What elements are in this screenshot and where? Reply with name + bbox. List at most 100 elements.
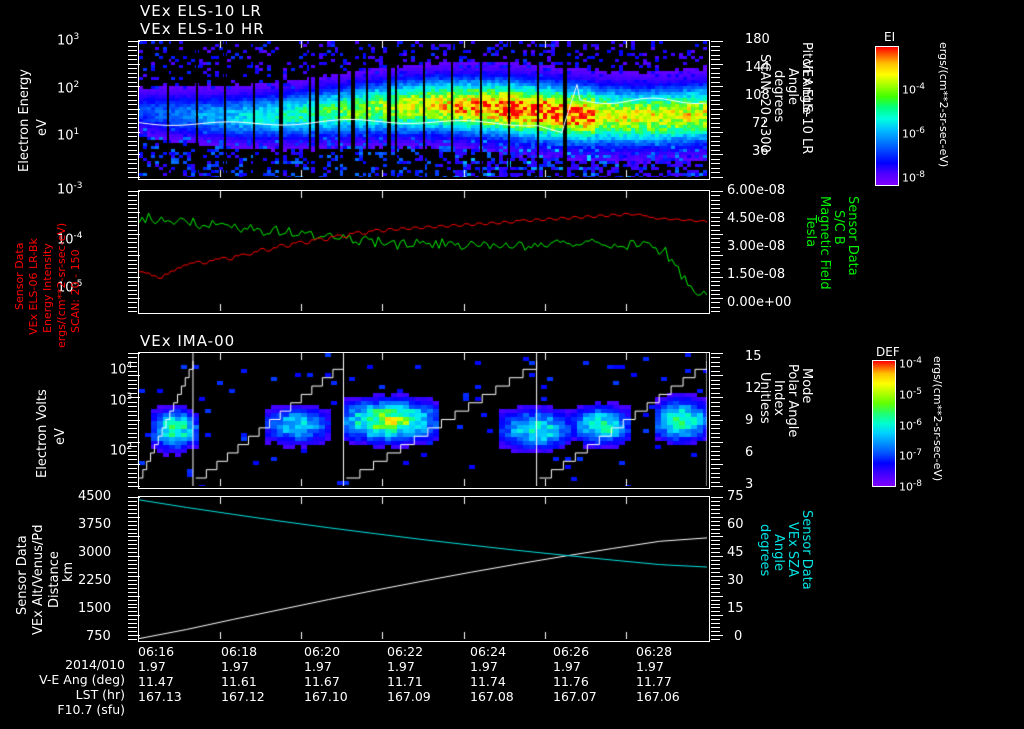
- axis-minor-tick: [128, 619, 137, 621]
- panel3-y2tick-2: 9: [745, 413, 754, 428]
- axis-minor-tick: [711, 486, 723, 487]
- axis-minor-tick: [711, 203, 720, 205]
- axis-minor-tick: [711, 268, 720, 270]
- axis-minor-tick: [711, 481, 720, 483]
- axis-minor-tick: [711, 293, 720, 295]
- axis-minor-tick: [711, 45, 720, 47]
- axis-minor-tick: [711, 419, 723, 421]
- axis-minor-tick: [711, 639, 720, 640]
- panel2-plot-area[interactable]: [138, 190, 710, 314]
- axis-minor-tick: [128, 450, 137, 452]
- panel4-plot-area[interactable]: [138, 496, 710, 642]
- axis-minor-tick: [711, 140, 720, 142]
- axis-minor-tick: [711, 255, 723, 257]
- panel1-y2tick-3: 72: [752, 116, 769, 131]
- axis-minor-tick: [128, 45, 137, 47]
- axis-minor-tick: [711, 77, 720, 79]
- panel3-y2label-3: Index: [771, 380, 786, 416]
- axis-minor-tick: [128, 41, 140, 42]
- axis-minor-tick: [128, 86, 140, 88]
- axis-minor-tick: [128, 384, 137, 386]
- axis-minor-tick: [711, 591, 720, 593]
- footer-ve-ang-4: 1.97: [470, 659, 498, 674]
- axis-minor-tick: [128, 195, 137, 197]
- panel4-y2tick-4: 15: [727, 601, 744, 616]
- axis-minor-tick: [711, 392, 720, 394]
- axis-minor-tick: [128, 77, 137, 79]
- colorbar-ei-tick-0: 10-4: [902, 82, 925, 97]
- footer-f107-0: 167.13: [138, 689, 182, 704]
- axis-minor-tick: [711, 423, 720, 425]
- footer-time-1: 06:18: [221, 644, 258, 659]
- axis-minor-tick: [711, 285, 720, 287]
- panel1-y2label-1: Pitch Angle: [799, 42, 814, 115]
- axis-minor-tick: [128, 472, 137, 474]
- axis-minor-tick: [711, 242, 720, 244]
- axis-minor-tick: [711, 127, 720, 129]
- axis-minor-tick: [711, 357, 720, 359]
- axis-minor-tick: [128, 172, 137, 174]
- axis-minor-tick: [128, 512, 137, 514]
- axis-minor-tick: [711, 454, 720, 456]
- footer-time-4: 06:24: [470, 644, 507, 659]
- axis-minor-tick: [711, 406, 720, 408]
- axis-minor-tick: [128, 556, 140, 558]
- axis-minor-tick: [711, 516, 723, 518]
- axis-minor-tick: [711, 216, 720, 218]
- axis-minor-tick: [711, 208, 720, 210]
- axis-minor-tick: [128, 446, 137, 448]
- axis-minor-tick: [711, 104, 720, 106]
- axis-minor-tick: [128, 225, 137, 227]
- panel4-y2tick-3: 30: [727, 573, 744, 588]
- panel1-y2tick-2: 108: [745, 88, 770, 103]
- axis-minor-tick: [711, 450, 720, 452]
- panel4-y2tick-0: 75: [727, 489, 744, 504]
- panel3-ytick-1: 103: [110, 393, 132, 409]
- axis-minor-tick: [711, 497, 723, 498]
- axis-minor-tick: [128, 233, 140, 235]
- panel3-y2tick-1: 12: [745, 381, 762, 396]
- axis-minor-tick: [711, 379, 720, 381]
- footer-lst-6: 11.77: [636, 674, 672, 689]
- axis-minor-tick: [711, 177, 723, 178]
- axis-minor-tick: [711, 95, 720, 97]
- axis-minor-tick: [711, 172, 720, 174]
- panel4-y2tick-2: 45: [727, 545, 744, 560]
- axis-minor-tick: [711, 276, 723, 278]
- axis-minor-tick: [128, 276, 140, 278]
- panel1-y2tick-4: 36: [752, 144, 769, 159]
- axis-minor-tick: [711, 41, 723, 42]
- panel1-plot-area[interactable]: [138, 40, 710, 180]
- axis-minor-tick: [711, 238, 720, 240]
- axis-minor-tick: [128, 540, 137, 542]
- axis-minor-tick: [128, 504, 137, 506]
- axis-minor-tick: [711, 410, 720, 412]
- axis-minor-tick: [711, 512, 720, 514]
- axis-minor-tick: [128, 459, 137, 461]
- axis-minor-tick: [711, 366, 720, 368]
- colorbar-ei-tick-2: 10-8: [902, 170, 925, 185]
- axis-minor-tick: [711, 72, 720, 74]
- panel4-ytick-4: 1500: [78, 601, 112, 616]
- panel2-y2label-2: S/C B: [831, 210, 846, 245]
- axis-minor-tick: [711, 437, 720, 439]
- axis-minor-tick: [711, 225, 720, 227]
- axis-minor-tick: [711, 63, 723, 65]
- panel3-plot-area[interactable]: [138, 352, 710, 489]
- axis-minor-tick: [711, 221, 720, 222]
- axis-minor-tick: [128, 611, 137, 613]
- axis-minor-tick: [711, 571, 720, 573]
- axis-minor-tick: [711, 459, 720, 461]
- panel2-y2tick-1: 4.50e-08: [727, 211, 786, 226]
- axis-minor-tick: [711, 118, 720, 120]
- footer-lst-3: 11.71: [387, 674, 423, 689]
- footer-lst-5: 11.76: [553, 674, 589, 689]
- axis-minor-tick: [128, 158, 137, 160]
- axis-minor-tick: [128, 302, 137, 304]
- axis-minor-tick: [711, 136, 720, 138]
- axis-minor-tick: [128, 59, 137, 61]
- axis-minor-tick: [711, 50, 720, 52]
- axis-minor-tick: [128, 140, 137, 142]
- axis-minor-tick: [711, 86, 723, 88]
- axis-minor-tick: [128, 410, 137, 412]
